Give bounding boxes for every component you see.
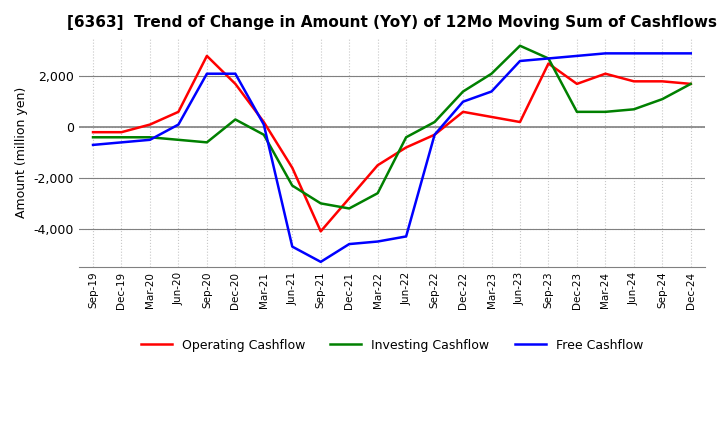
Operating Cashflow: [572, 81, 581, 87]
Investing Cashflow: [459, 89, 467, 94]
Free Cashflow: [402, 234, 410, 239]
Title: [6363]  Trend of Change in Amount (YoY) of 12Mo Moving Sum of Cashflows: [6363] Trend of Change in Amount (YoY) o…: [67, 15, 717, 30]
Free Cashflow: [259, 122, 268, 127]
Operating Cashflow: [516, 119, 524, 125]
Investing Cashflow: [259, 132, 268, 137]
Investing Cashflow: [516, 43, 524, 48]
Free Cashflow: [89, 142, 97, 147]
Free Cashflow: [601, 51, 610, 56]
Investing Cashflow: [658, 96, 667, 102]
Investing Cashflow: [231, 117, 240, 122]
Investing Cashflow: [629, 106, 638, 112]
Free Cashflow: [516, 59, 524, 64]
Operating Cashflow: [544, 61, 553, 66]
Operating Cashflow: [487, 114, 496, 120]
Investing Cashflow: [601, 109, 610, 114]
Operating Cashflow: [231, 81, 240, 87]
Investing Cashflow: [316, 201, 325, 206]
Operating Cashflow: [117, 129, 126, 135]
Free Cashflow: [544, 56, 553, 61]
Free Cashflow: [374, 239, 382, 244]
Operating Cashflow: [431, 132, 439, 137]
Free Cashflow: [572, 53, 581, 59]
Free Cashflow: [459, 99, 467, 104]
Line: Free Cashflow: Free Cashflow: [93, 53, 690, 262]
Investing Cashflow: [89, 135, 97, 140]
Investing Cashflow: [117, 135, 126, 140]
Operating Cashflow: [345, 196, 354, 201]
Investing Cashflow: [145, 135, 154, 140]
Investing Cashflow: [431, 119, 439, 125]
Free Cashflow: [487, 89, 496, 94]
Free Cashflow: [345, 242, 354, 247]
Investing Cashflow: [288, 183, 297, 188]
Free Cashflow: [231, 71, 240, 77]
Free Cashflow: [431, 132, 439, 137]
Free Cashflow: [174, 122, 183, 127]
Free Cashflow: [202, 71, 211, 77]
Operating Cashflow: [402, 145, 410, 150]
Investing Cashflow: [686, 81, 695, 87]
Investing Cashflow: [544, 56, 553, 61]
Operating Cashflow: [316, 229, 325, 234]
Line: Investing Cashflow: Investing Cashflow: [93, 46, 690, 209]
Investing Cashflow: [572, 109, 581, 114]
Operating Cashflow: [89, 129, 97, 135]
Free Cashflow: [117, 140, 126, 145]
Free Cashflow: [288, 244, 297, 249]
Investing Cashflow: [202, 140, 211, 145]
Operating Cashflow: [601, 71, 610, 77]
Free Cashflow: [686, 51, 695, 56]
Operating Cashflow: [288, 165, 297, 170]
Operating Cashflow: [174, 109, 183, 114]
Operating Cashflow: [259, 119, 268, 125]
Free Cashflow: [145, 137, 154, 143]
Operating Cashflow: [374, 163, 382, 168]
Operating Cashflow: [145, 122, 154, 127]
Line: Operating Cashflow: Operating Cashflow: [93, 56, 690, 231]
Operating Cashflow: [658, 79, 667, 84]
Operating Cashflow: [686, 81, 695, 87]
Free Cashflow: [316, 259, 325, 264]
Free Cashflow: [629, 51, 638, 56]
Y-axis label: Amount (million yen): Amount (million yen): [15, 87, 28, 218]
Free Cashflow: [658, 51, 667, 56]
Investing Cashflow: [402, 135, 410, 140]
Investing Cashflow: [345, 206, 354, 211]
Operating Cashflow: [629, 79, 638, 84]
Operating Cashflow: [202, 53, 211, 59]
Investing Cashflow: [487, 71, 496, 77]
Investing Cashflow: [174, 137, 183, 143]
Legend: Operating Cashflow, Investing Cashflow, Free Cashflow: Operating Cashflow, Investing Cashflow, …: [135, 334, 648, 357]
Operating Cashflow: [459, 109, 467, 114]
Investing Cashflow: [374, 191, 382, 196]
